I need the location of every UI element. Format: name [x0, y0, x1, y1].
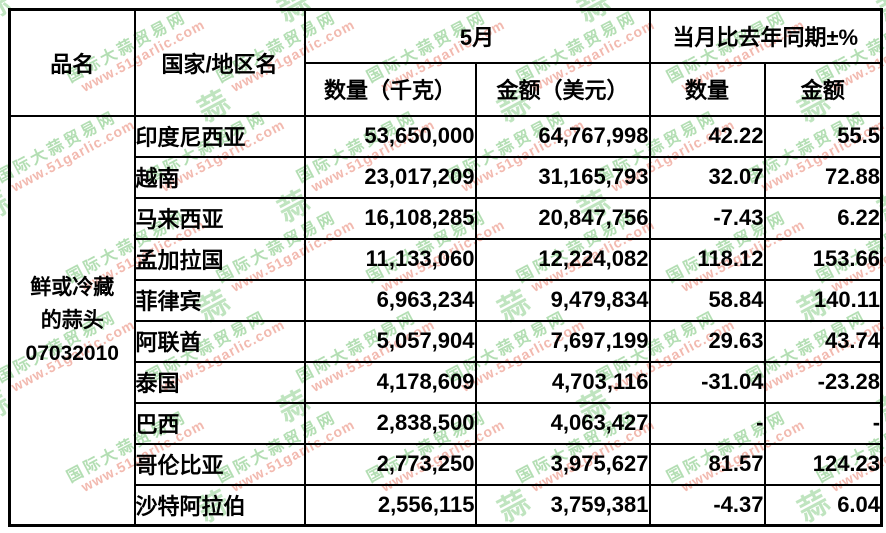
- amount-pct-cell: 124.23: [763, 442, 883, 486]
- table-row: 鲜或冷藏的蒜头 07032010 印度尼西亚 53,650,000 64,767,998…: [8, 114, 883, 527]
- country-cell: 马来西亚: [133, 196, 306, 240]
- quantity-pct-cell: -: [648, 401, 766, 445]
- country-cell: 孟加拉国: [133, 237, 306, 281]
- table-row: 沙特阿拉伯 2,556,115 3,759,381 -4.37 6.04: [10, 483, 883, 527]
- quantity-cell: 11,133,060: [303, 237, 477, 281]
- header-product-name: 品名: [8, 8, 136, 117]
- amount-cell: 7,697,199: [474, 319, 651, 363]
- table-row: 马来西亚 16,108,285 20,847,756 -7.43 6.22: [10, 196, 883, 240]
- amount-pct-cell: 140.11: [763, 278, 883, 322]
- product-name-line: 的蒜头: [40, 308, 104, 332]
- amount-pct-cell: 43.74: [763, 319, 883, 363]
- subheader-amount-pct: 金额: [763, 61, 883, 117]
- product-name-line: 07032010: [25, 341, 119, 365]
- amount-pct-cell: -23.28: [763, 360, 883, 404]
- amount-cell: 3,759,381: [474, 483, 651, 527]
- header-month-group: 5月: [303, 8, 651, 64]
- product-name-cell: 鲜或冷藏的蒜头 07032010: [8, 114, 136, 527]
- header-yoy-group: 当月比去年同期±%: [648, 8, 883, 64]
- amount-pct-cell: 153.66: [763, 237, 883, 281]
- amount-pct-cell: 55.5: [763, 114, 883, 158]
- table-row: 哥伦比亚 2,773,250 3,975,627 81.57 124.23: [10, 442, 883, 486]
- quantity-cell: 16,108,285: [303, 196, 477, 240]
- country-cell: 印度尼西亚: [133, 114, 306, 158]
- amount-pct-cell: 72.88: [763, 155, 883, 199]
- country-cell: 越南: [133, 155, 306, 199]
- quantity-pct-cell: 32.07: [648, 155, 766, 199]
- amount-pct-cell: -: [763, 401, 883, 445]
- subheader-quantity-pct: 数量: [648, 61, 766, 117]
- quantity-cell: 53,650,000: [303, 114, 477, 158]
- country-cell: 巴西: [133, 401, 306, 445]
- amount-cell: 3,975,627: [474, 442, 651, 486]
- amount-cell: 64,767,998: [474, 114, 651, 158]
- quantity-cell: 2,838,500: [303, 401, 477, 445]
- quantity-cell: 6,963,234: [303, 278, 477, 322]
- header-country: 国家/地区名: [133, 8, 306, 117]
- country-cell: 菲律宾: [133, 278, 306, 322]
- quantity-pct-cell: 118.12: [648, 237, 766, 281]
- quantity-pct-cell: -31.04: [648, 360, 766, 404]
- amount-pct-cell: 6.22: [763, 196, 883, 240]
- garlic-trade-table: 品名 国家/地区名 5月 当月比去年同期±% 数量（千克） 金额（美元） 数量 …: [8, 8, 884, 527]
- country-cell: 阿联酋: [133, 319, 306, 363]
- quantity-cell: 5,057,904: [303, 319, 477, 363]
- quantity-cell: 23,017,209: [303, 155, 477, 199]
- quantity-pct-cell: 58.84: [648, 278, 766, 322]
- amount-cell: 4,063,427: [474, 401, 651, 445]
- quantity-pct-cell: 81.57: [648, 442, 766, 486]
- quantity-pct-cell: -7.43: [648, 196, 766, 240]
- amount-cell: 9,479,834: [474, 278, 651, 322]
- subheader-quantity-kg: 数量（千克）: [303, 61, 477, 117]
- quantity-pct-cell: 42.22: [648, 114, 766, 158]
- amount-cell: 12,224,082: [474, 237, 651, 281]
- country-cell: 沙特阿拉伯: [133, 483, 306, 527]
- quantity-pct-cell: 29.63: [648, 319, 766, 363]
- quantity-cell: 2,556,115: [303, 483, 477, 527]
- table-header: 品名 国家/地区名 5月 当月比去年同期±% 数量（千克） 金额（美元） 数量 …: [8, 8, 883, 117]
- product-name-line: 鲜或冷藏: [30, 275, 115, 299]
- table-row: 孟加拉国 11,133,060 12,224,082 118.12 153.66: [10, 237, 883, 281]
- amount-cell: 20,847,756: [474, 196, 651, 240]
- quantity-pct-cell: -4.37: [648, 483, 766, 527]
- country-cell: 哥伦比亚: [133, 442, 306, 486]
- quantity-cell: 2,773,250: [303, 442, 477, 486]
- table-row: 越南 23,017,209 31,165,793 32.07 72.88: [10, 155, 883, 199]
- subheader-amount-usd: 金额（美元）: [474, 61, 651, 117]
- table-row: 泰国 4,178,609 4,703,116 -31.04 -23.28: [10, 360, 883, 404]
- quantity-cell: 4,178,609: [303, 360, 477, 404]
- table-row: 菲律宾 6,963,234 9,479,834 58.84 140.11: [10, 278, 883, 322]
- amount-cell: 31,165,793: [474, 155, 651, 199]
- country-cell: 泰国: [133, 360, 306, 404]
- table-body: 鲜或冷藏的蒜头 07032010 印度尼西亚 53,650,000 64,767,998…: [8, 114, 883, 527]
- amount-cell: 4,703,116: [474, 360, 651, 404]
- amount-pct-cell: 6.04: [763, 483, 883, 527]
- table-row: 阿联酋 5,057,904 7,697,199 29.63 43.74: [10, 319, 883, 363]
- table-row: 巴西 2,838,500 4,063,427- -: [10, 401, 883, 445]
